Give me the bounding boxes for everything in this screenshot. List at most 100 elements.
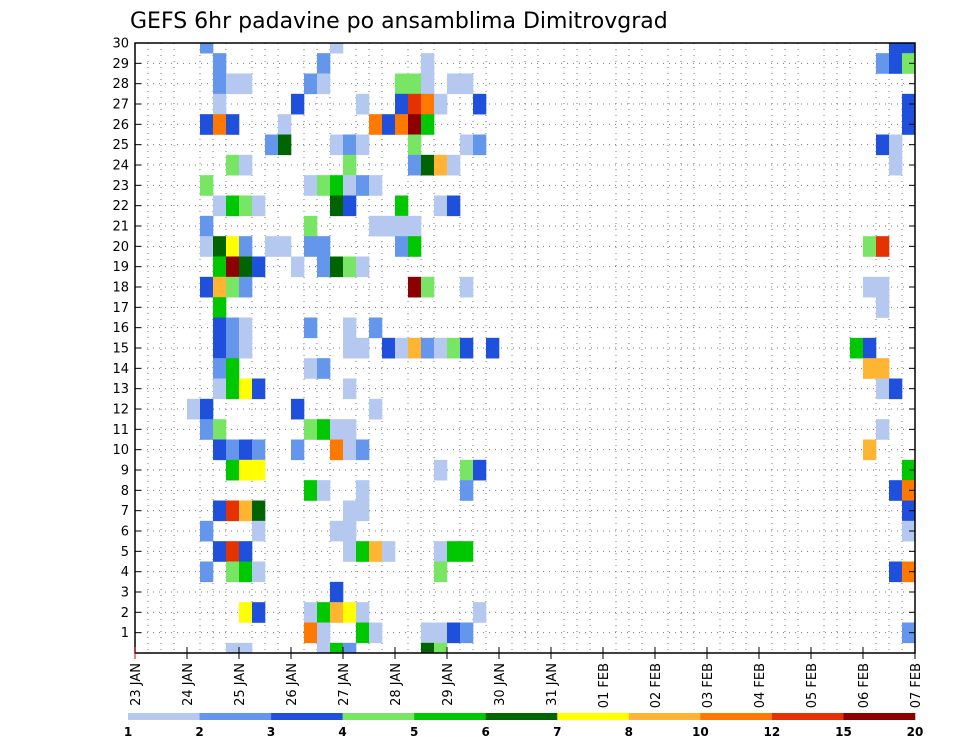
y-tick-label: 4 <box>121 565 129 580</box>
precip-cell <box>213 53 227 74</box>
precip-cell <box>304 480 318 501</box>
precip-cell <box>213 297 227 318</box>
colorbar-label: 2 <box>195 725 203 739</box>
precip-cell <box>876 358 890 379</box>
precip-cell <box>902 53 916 74</box>
y-tick-label: 8 <box>121 484 129 499</box>
precip-cell <box>876 297 890 318</box>
precip-cell <box>200 398 214 420</box>
precip-cell <box>226 500 240 522</box>
x-tick-label: 23 JAN <box>129 663 144 706</box>
y-tick-label: 20 <box>112 240 129 255</box>
precip-cell <box>317 256 331 278</box>
precip-cell <box>486 337 500 359</box>
precip-cell <box>265 236 279 257</box>
precip-cell <box>226 73 240 95</box>
precip-cell <box>330 195 344 217</box>
precip-cell <box>369 398 383 420</box>
precip-cell <box>239 642 253 654</box>
precip-cell <box>421 622 435 644</box>
precip-cell <box>239 500 253 522</box>
precip-cell <box>447 622 461 644</box>
y-tick-label: 18 <box>112 281 129 296</box>
y-tick-label: 9 <box>121 464 129 479</box>
precip-cell <box>343 500 357 522</box>
precip-cell <box>330 520 344 542</box>
precip-cell <box>239 73 253 95</box>
precip-cell <box>434 337 448 359</box>
precip-cell <box>460 622 474 644</box>
precip-cell <box>434 195 448 217</box>
precip-cell <box>382 541 396 562</box>
precip-cell <box>213 276 227 298</box>
precip-cell <box>213 93 227 115</box>
colorbar-segment <box>414 713 487 720</box>
y-tick-label: 23 <box>112 179 129 194</box>
x-tick-label: 28 JAN <box>389 663 404 706</box>
precip-cell <box>356 602 370 623</box>
precip-cell <box>356 175 370 196</box>
x-tick-label: 05 FEB <box>805 663 820 708</box>
colorbar-label: 1 <box>124 725 132 739</box>
x-tick-label: 27 JAN <box>337 663 352 706</box>
precip-cell <box>408 276 422 298</box>
precip-cell <box>187 398 201 420</box>
precip-cell <box>213 73 227 95</box>
precip-cell <box>863 439 877 461</box>
precip-cell <box>252 256 266 278</box>
y-tick-label: 2 <box>121 606 129 621</box>
precip-cell <box>421 73 435 95</box>
precip-cell <box>213 439 227 461</box>
precip-cell <box>356 93 370 115</box>
precip-cell <box>395 337 409 359</box>
precip-cell <box>226 195 240 217</box>
precip-cell <box>889 561 903 583</box>
precip-cell <box>421 337 435 359</box>
precip-cell <box>343 154 357 176</box>
precip-cell <box>213 378 227 400</box>
y-tick-label: 16 <box>112 321 129 336</box>
x-tick-label: 25 JAN <box>233 663 248 706</box>
y-tick-label: 3 <box>121 586 129 601</box>
precip-cell <box>252 378 266 400</box>
precip-cell <box>343 195 357 217</box>
colorbar-segment <box>199 713 272 720</box>
precip-cell <box>330 134 344 156</box>
precip-cell <box>304 73 318 95</box>
precip-cell <box>369 114 383 135</box>
precip-cell <box>317 602 331 623</box>
precip-cell <box>239 459 253 481</box>
precip-cell <box>902 622 916 644</box>
x-tick-label: 06 FEB <box>857 663 872 708</box>
precip-cell <box>226 561 240 583</box>
x-tick-label: 30 JAN <box>493 663 508 706</box>
precip-cell <box>863 236 877 257</box>
precip-cell <box>408 134 422 156</box>
colorbar-segment <box>843 713 916 720</box>
precip-cell <box>213 337 227 359</box>
precip-cell <box>304 419 318 440</box>
precip-cell <box>239 561 253 583</box>
precip-cell <box>317 53 331 74</box>
precip-cell <box>213 500 227 522</box>
precip-cell <box>304 215 318 237</box>
precip-cell <box>876 276 890 298</box>
precip-cell <box>850 337 864 359</box>
precip-cell <box>382 114 396 135</box>
precip-cell <box>317 480 331 501</box>
precip-cell <box>278 134 292 156</box>
colorbar-label: 7 <box>553 725 561 739</box>
precip-cell <box>408 154 422 176</box>
precip-cell <box>317 642 331 654</box>
precip-cell <box>421 53 435 74</box>
precip-cell <box>473 134 487 156</box>
precip-cell <box>213 317 227 339</box>
y-tick-label: 1 <box>121 626 129 641</box>
precip-cell <box>889 53 903 74</box>
y-tick-label: 6 <box>121 525 129 540</box>
precip-cell <box>239 276 253 298</box>
precip-cell <box>356 480 370 501</box>
y-tick-label: 24 <box>112 159 129 174</box>
x-tick-label: 31 JAN <box>545 663 560 706</box>
